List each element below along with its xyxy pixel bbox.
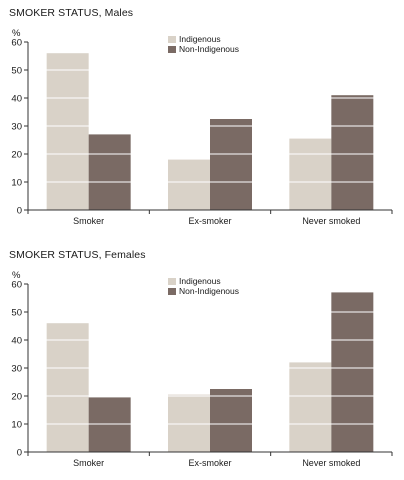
legend: Indigenous Non-Indigenous — [168, 276, 239, 296]
y-tick-label: 60 — [11, 38, 22, 49]
bar-non-indigenous-ex-smoker — [210, 119, 252, 210]
x-tick-label: Smoker — [73, 458, 104, 468]
bar-indigenous-never-smoked — [289, 138, 332, 210]
x-tick-label: Smoker — [73, 216, 104, 226]
y-tick-label: 40 — [11, 94, 22, 105]
y-tick-label: 0 — [17, 448, 22, 459]
legend-label: Indigenous — [179, 276, 221, 286]
legend-item-non-indigenous: Non-Indigenous — [168, 286, 239, 296]
bar-non-indigenous-smoker — [88, 397, 131, 452]
y-tick-label: 30 — [11, 122, 22, 133]
legend-swatch-non-indigenous — [168, 287, 176, 295]
x-tick-label: Never smoked — [302, 458, 360, 468]
legend-label: Non-Indigenous — [179, 286, 240, 296]
bar-indigenous-smoker — [46, 323, 89, 452]
bar-non-indigenous-never-smoked — [331, 95, 374, 210]
y-tick-label: 10 — [11, 420, 22, 431]
bar-indigenous-ex-smoker — [168, 394, 210, 452]
legend-label: Non-Indigenous — [179, 44, 240, 54]
y-tick-label: 30 — [11, 364, 22, 375]
legend-label: Indigenous — [179, 34, 221, 44]
x-tick-label: Ex-smoker — [188, 458, 231, 468]
legend-swatch-indigenous — [168, 277, 176, 285]
y-tick-label: 60 — [11, 280, 22, 291]
y-tick-label: 50 — [11, 308, 22, 319]
x-tick-label: Never smoked — [302, 216, 360, 226]
legend: Indigenous Non-Indigenous — [168, 34, 239, 54]
males-chart-panel: SMOKER STATUS, Males % Indigenous Non-In… — [0, 0, 404, 238]
y-tick-label: 10 — [11, 178, 22, 189]
bar-indigenous-smoker — [46, 53, 89, 211]
y-tick-label: 20 — [11, 392, 22, 403]
females-chart-panel: SMOKER STATUS, Females % Indigenous Non-… — [0, 242, 404, 480]
bar-non-indigenous-ex-smoker — [210, 389, 252, 452]
y-tick-label: 40 — [11, 336, 22, 347]
y-tick-label: 0 — [17, 206, 22, 217]
y-tick-label: 50 — [11, 66, 22, 77]
chart-title: SMOKER STATUS, Males — [9, 7, 134, 19]
y-axis-unit: % — [12, 270, 21, 281]
legend-item-indigenous: Indigenous — [168, 34, 239, 44]
legend-item-non-indigenous: Non-Indigenous — [168, 44, 239, 54]
x-tick-label: Ex-smoker — [188, 216, 231, 226]
y-axis-unit: % — [12, 28, 21, 39]
legend-item-indigenous: Indigenous — [168, 276, 239, 286]
females-bar-chart: Smoker Ex-smoker Never smoked 0 10 20 30 40 50 60 — [11, 280, 393, 468]
bar-indigenous-never-smoked — [289, 362, 332, 452]
chart-title: SMOKER STATUS, Females — [9, 249, 146, 261]
males-bar-chart: Smoker Ex-smoker Never smoked 0 10 20 30 40 50 60 — [11, 38, 393, 226]
legend-swatch-indigenous — [168, 35, 176, 43]
bar-non-indigenous-never-smoked — [331, 292, 374, 452]
bar-non-indigenous-smoker — [88, 134, 131, 210]
y-tick-label: 20 — [11, 150, 22, 161]
legend-swatch-non-indigenous — [168, 45, 176, 53]
bar-indigenous-ex-smoker — [168, 159, 210, 210]
